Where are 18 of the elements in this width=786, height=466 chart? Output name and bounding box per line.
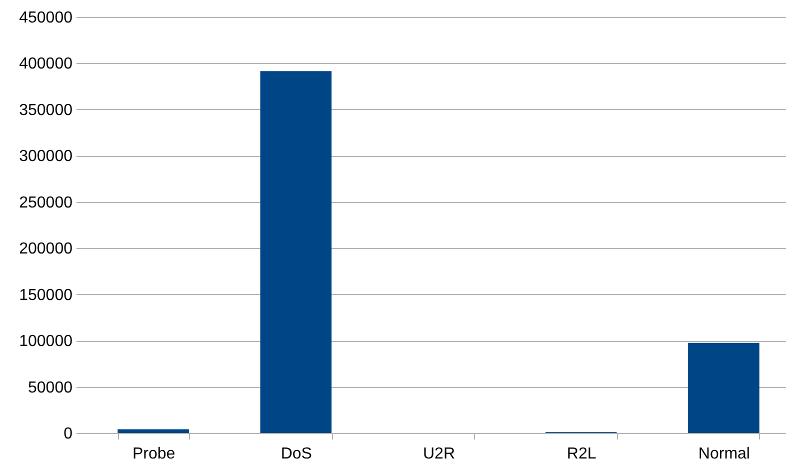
- bar: [118, 429, 189, 433]
- bar: [260, 71, 332, 433]
- x-tick-label: Probe: [132, 446, 176, 462]
- y-tick-label: 150000: [19, 286, 73, 304]
- bar: [688, 342, 760, 433]
- y-tick-label: 250000: [19, 194, 73, 212]
- x-tick-label: DoS: [280, 446, 312, 462]
- y-tick-label: 200000: [19, 240, 73, 258]
- y-tick-label: 100000: [19, 333, 73, 350]
- x-tick-label: U2R: [422, 446, 456, 462]
- y-tick-label: 300000: [19, 148, 73, 166]
- x-tick-label: R2L: [566, 446, 596, 462]
- y-tick-label: 400000: [19, 56, 73, 73]
- y-tick-label: 450000: [19, 10, 73, 26]
- y-tick-label: 50000: [28, 379, 73, 396]
- y-tick-label: 350000: [19, 102, 73, 119]
- y-tick-label: 0: [64, 426, 73, 442]
- x-tick-label: Normal: [698, 446, 750, 462]
